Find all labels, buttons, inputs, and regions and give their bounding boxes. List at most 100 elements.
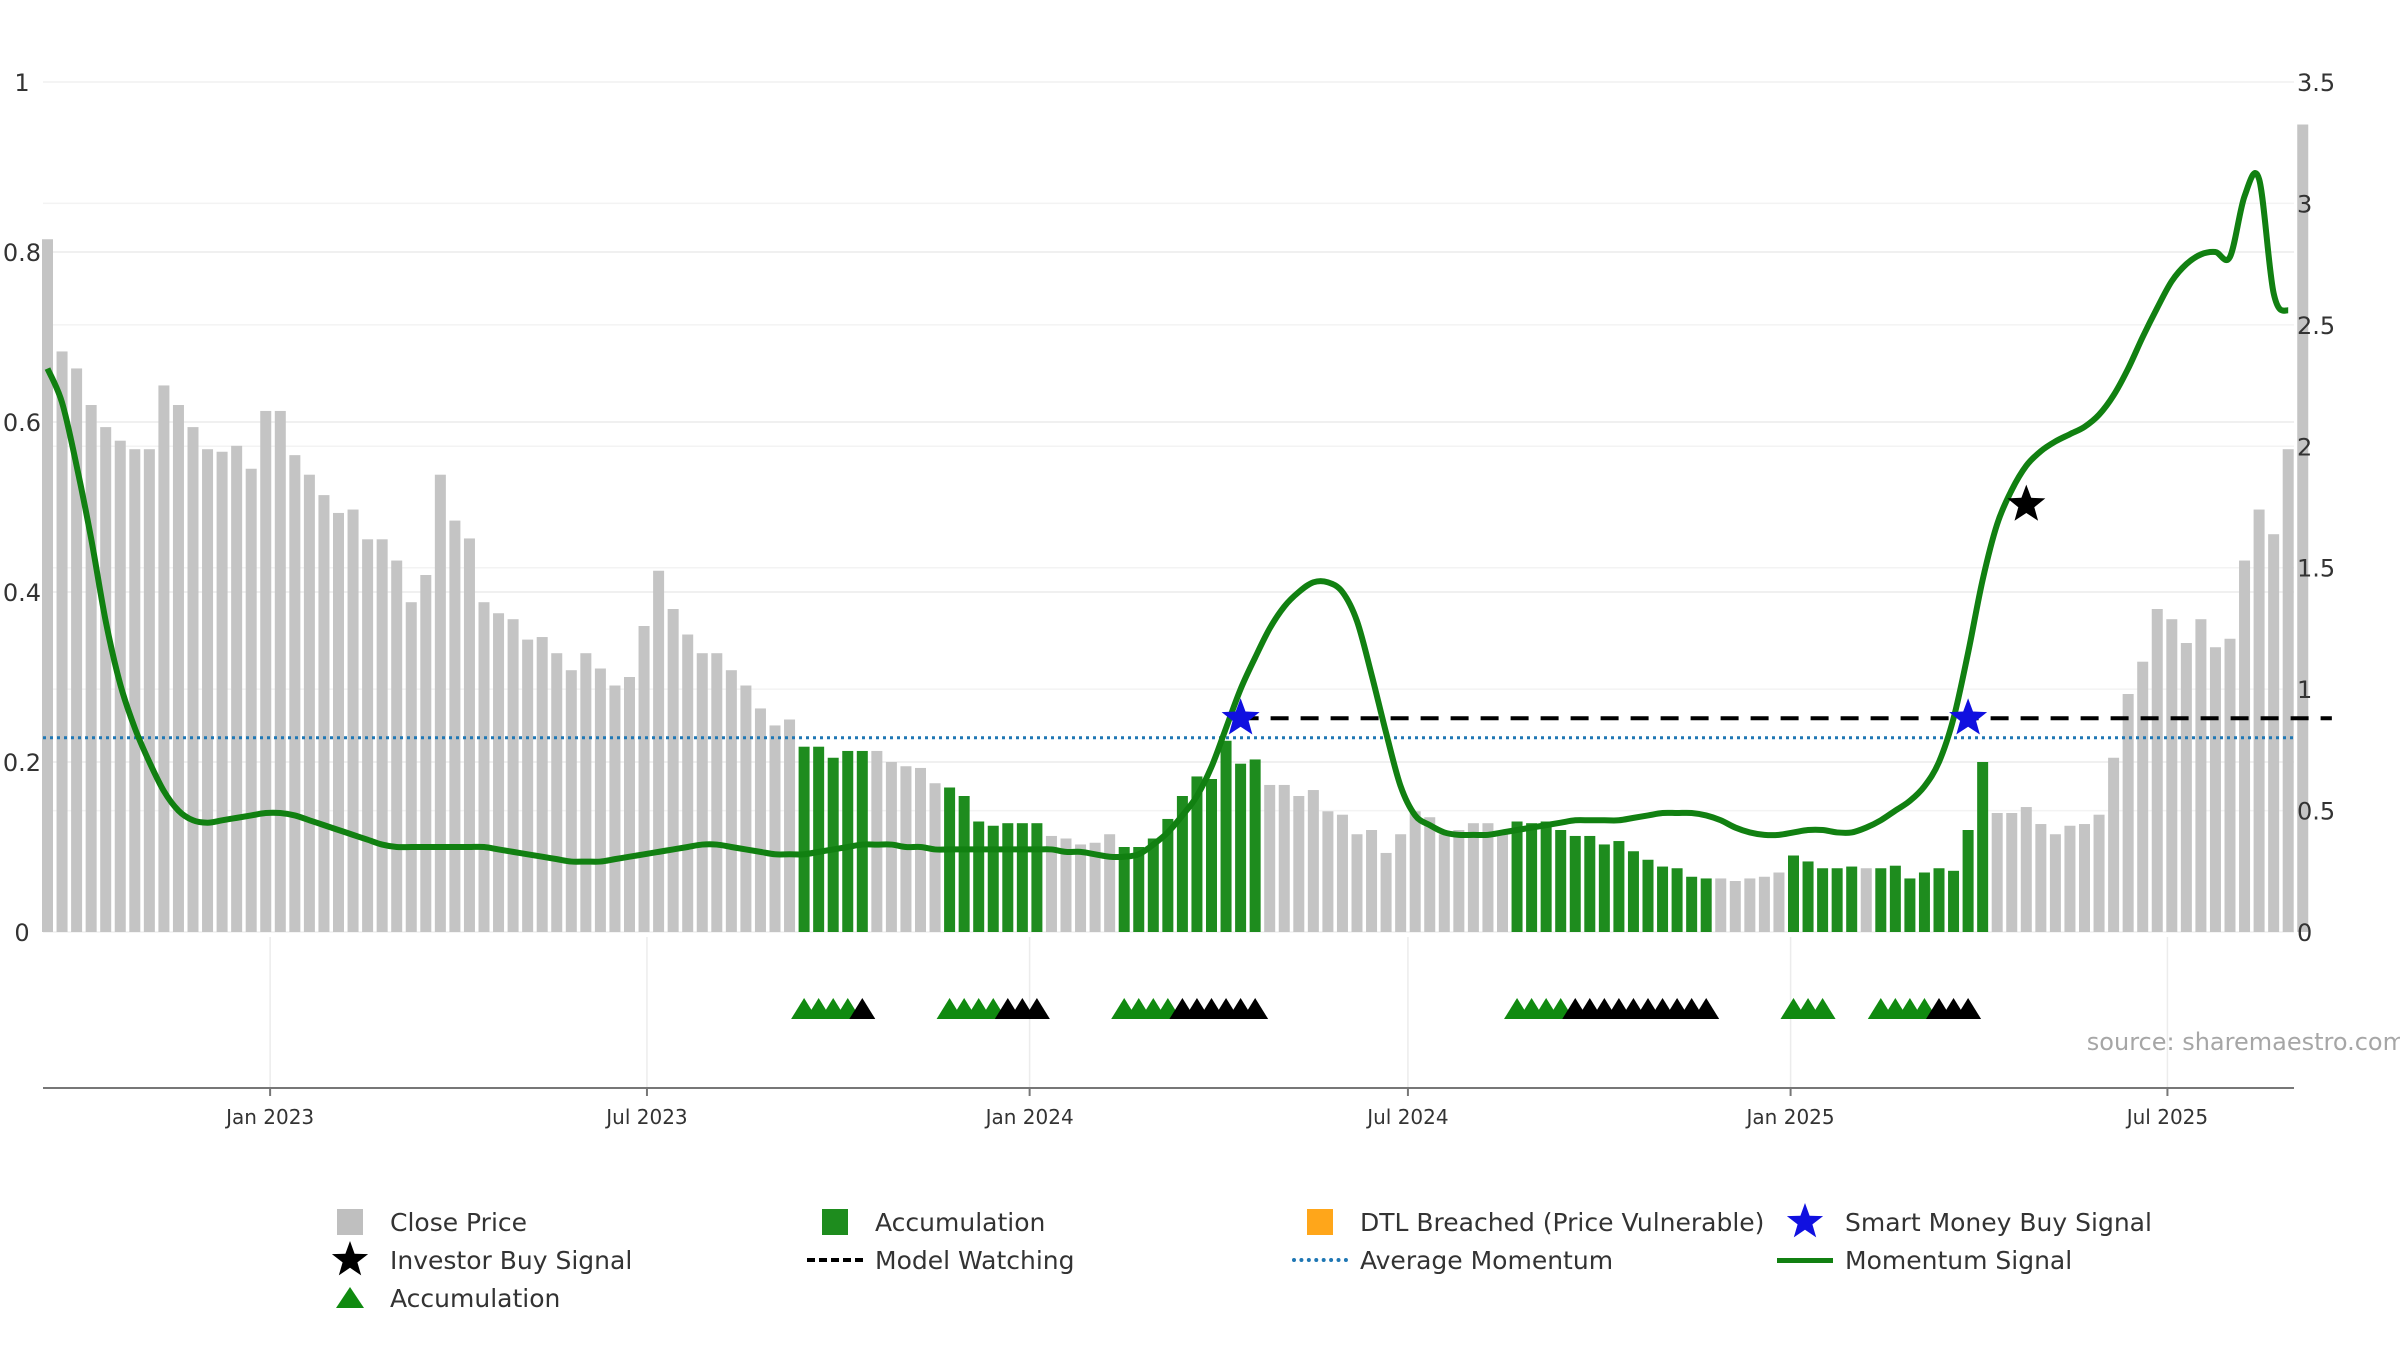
accumulation-bar — [1598, 844, 1610, 932]
accumulation-bar — [1133, 847, 1145, 932]
legend-dtl-breached: DTL Breached (Price Vulnerable) — [1290, 1205, 1764, 1239]
close-price-bar — [347, 509, 359, 932]
close-price-bar — [1075, 844, 1087, 932]
x-axis-tick-label: Jan 2024 — [984, 1105, 1074, 1129]
legend-accumulation-marker: Accumulation — [320, 1281, 560, 1315]
left-axis-tick-label: 0.6 — [3, 409, 41, 437]
close-price-bar — [1860, 868, 1872, 932]
accumulation-bar — [1686, 876, 1698, 932]
accumulation-bar — [1802, 861, 1814, 932]
close-price-bar — [231, 445, 243, 932]
close-price-bar — [1322, 811, 1334, 932]
close-price-bar — [2297, 124, 2309, 932]
close-price-bar — [1278, 784, 1290, 932]
accumulation-swatch-icon — [805, 1205, 865, 1239]
left-axis-tick-label: 1 — [14, 69, 29, 97]
close-price-bar — [1409, 811, 1421, 932]
close-price-bar — [391, 560, 403, 932]
close-price-bar — [1453, 830, 1465, 932]
close-price-bar — [463, 538, 475, 932]
close-price-bar — [2195, 619, 2207, 932]
accumulation-bar — [1889, 865, 1901, 932]
dotted-line-icon — [1290, 1243, 1350, 1277]
accumulation-triangle-black — [1242, 998, 1269, 1019]
close-price-bar — [56, 351, 68, 932]
accumulation-bar — [1162, 818, 1174, 932]
close-price-bar — [2108, 757, 2120, 932]
close-price-bar — [274, 410, 286, 932]
close-price-bar — [667, 609, 679, 932]
close-price-bar — [260, 410, 272, 932]
close-price-bar — [1104, 834, 1116, 932]
left-axis-tick-label: 0 — [14, 919, 29, 947]
accumulation-triangle-green — [1809, 998, 1836, 1019]
close-price-bar — [929, 783, 941, 932]
accumulation-triangle-black — [1955, 998, 1982, 1019]
black-star-icon — [320, 1241, 380, 1277]
signal-markers — [1221, 484, 2046, 735]
source-label: source: sharemaestro.com — [2087, 1028, 2400, 1056]
accumulation-bar — [1526, 823, 1538, 932]
accumulation-bar — [827, 757, 839, 932]
close-price-bar — [638, 626, 650, 932]
accumulation-bar — [1206, 779, 1217, 932]
legend-label: Smart Money Buy Signal — [1845, 1207, 2152, 1237]
close-price-bar — [1366, 830, 1378, 932]
accumulation-bar — [1555, 830, 1567, 932]
accumulation-bar — [1948, 870, 1960, 932]
close-price-bar — [594, 668, 606, 932]
close-price-bar — [1060, 838, 1072, 932]
chart-canvas: 0 0.2 0.4 0.6 0.8 1 0 0.5 1 1.5 2 2.5 3 3.5 Jan 2023 Ju… — [3, 69, 2400, 1129]
close-price-bar — [216, 451, 228, 932]
close-price-bar — [1773, 872, 1785, 932]
close-price-bar — [434, 474, 446, 932]
close-price-bar — [2268, 534, 2280, 932]
right-axis-tick-label: 2.5 — [2297, 312, 2335, 340]
close-price-bar — [2079, 824, 2090, 932]
close-price-bar — [565, 670, 577, 932]
close-price-bar — [711, 653, 723, 932]
close-price-bar — [493, 613, 505, 932]
close-price-bar — [362, 539, 374, 932]
close-price-bar — [143, 449, 155, 932]
close-price-bar — [2006, 813, 2018, 932]
close-price-bar — [85, 405, 97, 932]
close-price-bar — [2035, 824, 2047, 932]
right-axis-tick-label: 0.5 — [2297, 798, 2335, 826]
accumulation-triangle-black — [1693, 998, 1720, 1019]
close-price-bar — [71, 368, 83, 932]
close-price-bar — [1264, 784, 1276, 932]
x-axis-tick-label: Jul 2023 — [604, 1105, 687, 1129]
close-price-bar — [1293, 796, 1305, 932]
right-axis-tick-label: 2 — [2297, 433, 2312, 461]
left-axis-tick-label: 0.2 — [3, 749, 41, 777]
close-price-bar — [2151, 609, 2163, 932]
close-price-bar — [1715, 878, 1727, 932]
close-price-bar — [2253, 509, 2265, 932]
close-price-bar — [333, 512, 344, 932]
accumulation-bar — [1657, 866, 1669, 932]
legend-average-momentum: Average Momentum — [1290, 1243, 1613, 1277]
accumulation-bar — [987, 825, 999, 932]
close-price-bar — [1744, 878, 1756, 932]
close-price-bar — [1467, 823, 1479, 932]
accumulation-bar — [1977, 762, 1989, 932]
close-price-bar — [1497, 834, 1508, 932]
close-price-bar — [303, 474, 315, 932]
close-price-bar — [682, 634, 694, 932]
close-price-swatch-icon — [320, 1205, 380, 1239]
right-axis-tick-label: 3.5 — [2297, 69, 2335, 97]
accumulation-bar — [1788, 855, 1799, 932]
close-price-bar — [551, 653, 563, 932]
legend-label: Investor Buy Signal — [390, 1245, 633, 1275]
grid-lines — [43, 81, 2294, 1088]
close-price-bar — [187, 427, 199, 932]
close-price-bar — [871, 750, 883, 932]
accumulation-bar — [1918, 872, 1930, 932]
accumulation-bar — [973, 821, 985, 932]
close-price-bar — [769, 725, 781, 932]
accumulation-bar — [1627, 851, 1639, 932]
close-price-bar — [1307, 790, 1319, 932]
legend-label: Model Watching — [875, 1245, 1075, 1275]
close-price-bar — [245, 468, 257, 932]
